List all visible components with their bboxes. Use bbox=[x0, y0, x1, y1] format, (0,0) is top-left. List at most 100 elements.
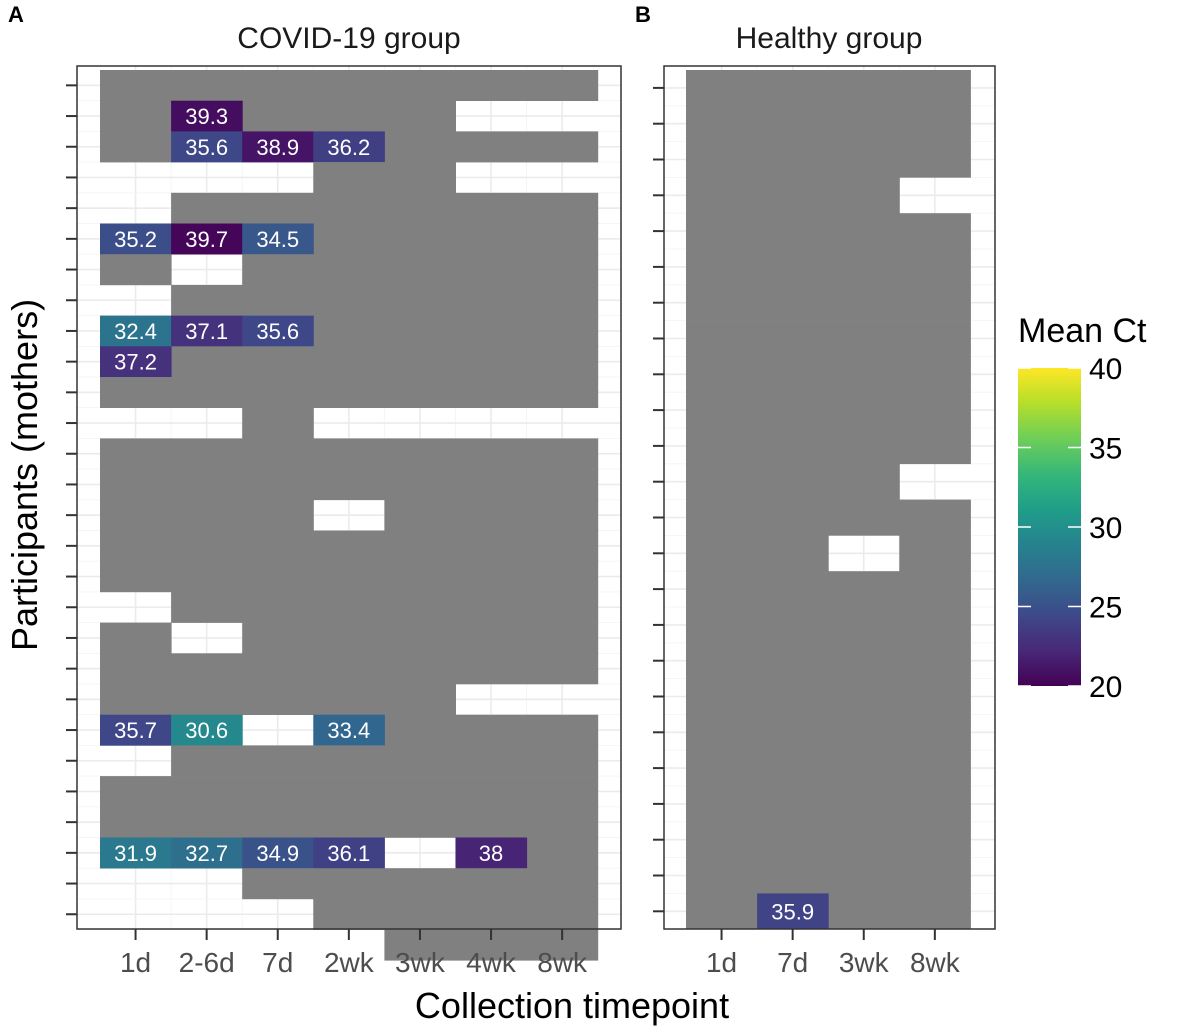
heatmap-cell-missing bbox=[526, 837, 599, 869]
heatmap-cell-missing bbox=[384, 377, 456, 408]
heatmap-cell-missing bbox=[455, 622, 528, 654]
heatmap-cell-missing bbox=[313, 591, 385, 623]
heatmap-cell-missing bbox=[899, 821, 971, 858]
heatmap-cell-missing bbox=[313, 70, 385, 101]
heatmap-cell-missing bbox=[526, 438, 599, 470]
heatmap-cell-missing bbox=[384, 591, 456, 623]
heatmap-cell-missing bbox=[828, 750, 900, 787]
heatmap-cell-missing bbox=[828, 463, 900, 500]
heatmap-cell-missing bbox=[100, 100, 172, 132]
heatmap-cell-missing bbox=[171, 745, 243, 777]
heatmap-cell-missing bbox=[686, 857, 758, 894]
heatmap-cell-missing bbox=[899, 70, 971, 107]
heatmap-cell-missing bbox=[455, 653, 528, 685]
heatmap-cell-missing bbox=[757, 571, 829, 608]
heatmap-cell-missing bbox=[455, 561, 528, 593]
cell-value-label: 36.2 bbox=[327, 135, 370, 160]
heatmap-cell-missing bbox=[171, 499, 243, 531]
heatmap-cell-missing bbox=[686, 642, 758, 679]
heatmap-cell-missing bbox=[313, 530, 385, 562]
heatmap-cell-missing bbox=[526, 70, 599, 101]
heatmap-cell-missing bbox=[242, 745, 314, 777]
heatmap-cell-missing bbox=[828, 105, 900, 142]
heatmap-cell-missing bbox=[171, 530, 243, 562]
heatmap-cell-missing bbox=[455, 499, 528, 531]
heatmap-cell-missing bbox=[686, 571, 758, 608]
heatmap-cell-missing bbox=[828, 821, 900, 858]
heatmap-cell-missing bbox=[899, 141, 971, 178]
heatmap-cell-missing bbox=[171, 684, 243, 715]
panel-covid: A COVID-19 group 39.335.6 38.9 36.235.2 39.… bbox=[8, 2, 622, 978]
heatmap-cell-missing bbox=[757, 678, 829, 715]
heatmap-cell-missing bbox=[171, 469, 243, 501]
heatmap-cell-missing bbox=[828, 642, 900, 679]
heatmap-cell bbox=[242, 223, 314, 255]
heatmap-cell bbox=[100, 346, 172, 378]
heatmap-cell-missing bbox=[757, 105, 829, 142]
heatmap-cell-missing bbox=[313, 776, 385, 808]
panel-tag-b: B bbox=[635, 2, 651, 27]
cell-value-label: 34.9 bbox=[256, 841, 299, 866]
heatmap-cell-missing bbox=[100, 776, 172, 808]
heatmap-cell-missing bbox=[455, 438, 528, 470]
heatmap-cell-missing bbox=[686, 213, 758, 250]
legend-tick-label: 35 bbox=[1089, 433, 1122, 466]
heatmap-cell-missing bbox=[455, 776, 528, 808]
heatmap-cell-missing bbox=[526, 284, 599, 316]
legend-title: Mean Ct bbox=[1018, 312, 1147, 350]
heatmap-cell-missing bbox=[100, 684, 172, 715]
heatmap-cell-missing bbox=[526, 131, 599, 163]
heatmap-cell-missing bbox=[384, 469, 456, 501]
heatmap-cell-missing bbox=[757, 499, 829, 536]
cell-value-label: 31.9 bbox=[114, 841, 157, 866]
heatmap-cell-missing bbox=[828, 320, 900, 357]
cell-value-label: 35.6 bbox=[256, 319, 299, 344]
heatmap-cell-missing bbox=[100, 438, 172, 470]
heatmap-cell-missing bbox=[384, 530, 456, 562]
heatmap-cell-missing bbox=[455, 315, 528, 347]
heatmap-cell bbox=[171, 714, 243, 746]
legend-tick-label: 30 bbox=[1089, 512, 1122, 545]
heatmap-cell-missing bbox=[100, 377, 172, 408]
heatmap-cell-missing bbox=[313, 223, 385, 255]
heatmap-cell-missing bbox=[100, 70, 172, 101]
heatmap-cell-missing bbox=[526, 591, 599, 623]
panel-tag-a: A bbox=[8, 2, 24, 27]
heatmap-cell-missing bbox=[100, 561, 172, 593]
heatmap-cell-missing bbox=[526, 714, 599, 746]
heatmap-cell-missing bbox=[899, 392, 971, 429]
heatmap-cell-missing bbox=[526, 898, 599, 930]
heatmap-cell-missing bbox=[828, 70, 900, 107]
heatmap-cell-missing bbox=[686, 284, 758, 321]
heatmap-cell-missing bbox=[242, 438, 314, 470]
heatmap-cell bbox=[757, 893, 829, 930]
heatmap-cell-missing bbox=[526, 192, 599, 224]
heatmap-cell-missing bbox=[242, 806, 314, 838]
heatmap-cell-missing bbox=[455, 223, 528, 255]
x-tick-label: 4wk bbox=[466, 947, 517, 978]
heatmap-cell-missing bbox=[757, 177, 829, 214]
heatmap-cell-missing bbox=[455, 284, 528, 316]
heatmap-cell-missing bbox=[242, 499, 314, 531]
x-tick-label: 1d bbox=[706, 947, 737, 978]
heatmap-cell bbox=[242, 837, 314, 869]
heatmap-cell-missing bbox=[455, 192, 528, 224]
heatmap-cell-missing bbox=[686, 821, 758, 858]
heatmap-cell bbox=[171, 100, 243, 132]
heatmap-cell-missing bbox=[828, 571, 900, 608]
heatmap-cells-covid bbox=[77, 66, 621, 961]
heatmap-cell-missing bbox=[757, 857, 829, 894]
heatmap-cell-missing bbox=[686, 249, 758, 286]
heatmap-cell-missing bbox=[686, 105, 758, 142]
heatmap-cell-missing bbox=[757, 607, 829, 644]
heatmap-cell-missing bbox=[242, 407, 314, 439]
heatmap-cell-missing bbox=[828, 392, 900, 429]
heatmap-cell-missing bbox=[686, 786, 758, 823]
heatmap-cell-missing bbox=[313, 653, 385, 685]
heatmap-cell-missing bbox=[171, 591, 243, 623]
heatmap-cell-missing bbox=[828, 428, 900, 465]
heatmap-cell-missing bbox=[313, 192, 385, 224]
heatmap-cell-missing bbox=[526, 745, 599, 777]
heatmap-cell-missing bbox=[757, 786, 829, 823]
heatmap-cell-missing bbox=[757, 428, 829, 465]
